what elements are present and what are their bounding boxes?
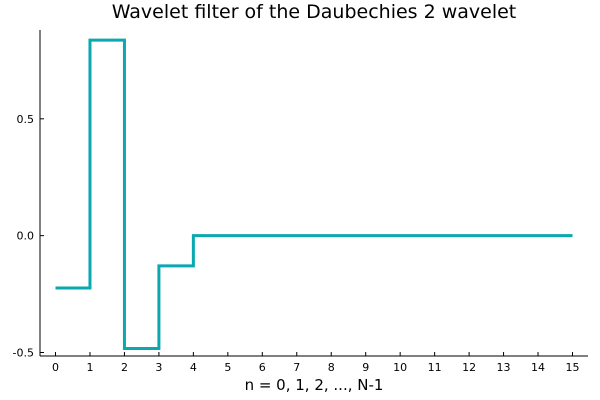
x-tick-label: 6 — [259, 361, 266, 374]
y-tick-label: 0.0 — [17, 230, 35, 243]
chart-title: Wavelet filter of the Daubechies 2 wavel… — [112, 1, 517, 23]
x-tick-label: 11 — [428, 361, 442, 374]
x-tick-label: 14 — [531, 361, 545, 374]
x-tick-label: 0 — [52, 361, 59, 374]
x-tick-label: 15 — [565, 361, 579, 374]
x-tick-label: 7 — [293, 361, 300, 374]
series-line — [55, 38, 573, 351]
x-tick-label: 2 — [121, 361, 128, 374]
x-tick-label: 3 — [155, 361, 162, 374]
x-tick-label: 10 — [393, 361, 407, 374]
x-tick-label: 13 — [497, 361, 511, 374]
x-ticks: 0 1 2 3 4 5 6 7 8 9 10 11 12 13 14 15 — [52, 352, 579, 374]
y-tick-label: -0.5 — [13, 346, 34, 359]
x-tick-label: 4 — [190, 361, 197, 374]
y-tick-label: 0.5 — [17, 113, 35, 126]
x-tick-label: 9 — [362, 361, 369, 374]
y-ticks: -0.5 0.0 0.5 — [13, 113, 44, 359]
x-tick-label: 8 — [328, 361, 335, 374]
series-layer — [55, 38, 573, 351]
x-axis-label: n = 0, 1, 2, ..., N-1 — [245, 376, 384, 394]
x-tick-label: 12 — [462, 361, 476, 374]
x-tick-label: 5 — [224, 361, 231, 374]
x-tick-label: 1 — [86, 361, 93, 374]
